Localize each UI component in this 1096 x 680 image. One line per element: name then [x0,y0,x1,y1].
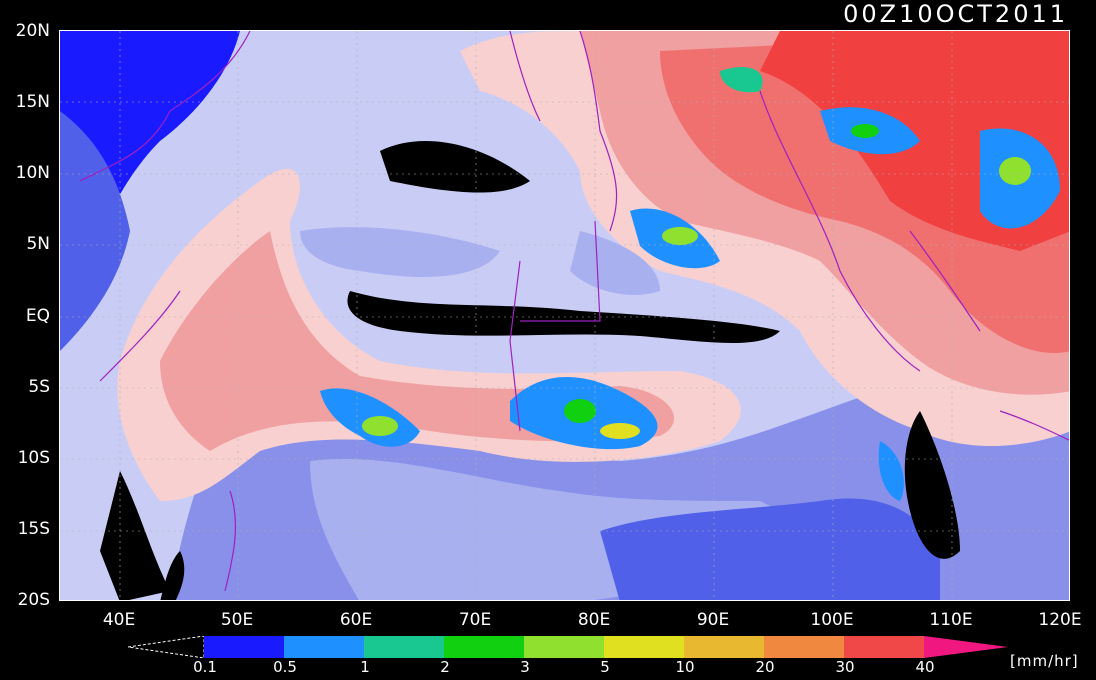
colorbar-label: 1 [360,658,370,676]
convective-core-4 [999,157,1031,185]
colorbar-label: 30 [835,658,855,676]
convective-cell-1 [320,388,420,447]
convective-core-1 [362,416,398,436]
convective-core-2b [600,423,640,439]
colorbar-label: 0.5 [273,658,297,676]
colorbar-segment [604,636,684,658]
lon-label: 50E [220,610,254,630]
colorbar-segment [444,636,524,658]
colorbar-label: 5 [600,658,610,676]
lat-lon-grid [60,31,1069,600]
lon-label: 100E [810,610,854,630]
colorbar-label: 40 [915,658,935,676]
precipitation-field [60,31,1069,600]
west-deep-blue [60,31,240,311]
colorbar-segment [364,636,444,658]
colorbar-segment [524,636,604,658]
lat-label: 20N [15,21,50,41]
colorbar [128,636,1008,658]
lon-label: 90E [696,610,730,630]
colorbar-label: 10 [675,658,695,676]
west-blue-mid [60,111,130,351]
lon-label: 110E [929,610,973,630]
lat-label: 15N [15,92,50,112]
colorbar-label: 2 [440,658,450,676]
lon-label: 60E [339,610,373,630]
central-blue-patch-2 [570,231,660,295]
lat-label: 5S [28,377,50,397]
colorbar-low-arrow [128,636,205,658]
colorbar-segment [204,636,284,658]
convective-cell-6 [720,67,763,93]
precipitation-map [59,30,1070,601]
central-blue-patch [300,227,500,277]
convective-core-5 [851,124,879,138]
colorbar-segment [284,636,364,658]
missing-data-north [380,141,530,193]
lon-label: 70E [458,610,492,630]
convective-core-2 [564,399,596,423]
lat-label: 15S [17,519,50,539]
lat-label: EQ [25,306,50,326]
colorbar-segment [844,636,924,658]
missing-data-west [100,471,170,600]
colorbar-segment [684,636,764,658]
lat-label: 5N [26,234,50,254]
colorbar-high-arrow [924,636,1008,658]
lat-label: 20S [17,590,50,610]
colorbar-units: [mm/hr] [1010,652,1079,670]
missing-data-south [160,551,185,600]
convective-cell-7 [878,441,904,501]
colorbar-segment [764,636,844,658]
lat-label: 10S [17,448,50,468]
lon-label: 80E [577,610,611,630]
coastlines [79,31,1069,592]
lat-label: 10N [15,163,50,183]
map-title: 00Z10OCT2011 [843,0,1068,28]
lon-label: 40E [102,610,136,630]
missing-data-band [347,291,780,343]
colorbar-label: 3 [520,658,530,676]
missing-data-east [904,411,960,559]
southern-blue-dark [600,498,940,600]
convective-core-3 [662,227,698,245]
colorbar-label: 20 [755,658,775,676]
colorbar-label: 0.1 [193,658,217,676]
lon-label: 120E [1038,610,1082,630]
